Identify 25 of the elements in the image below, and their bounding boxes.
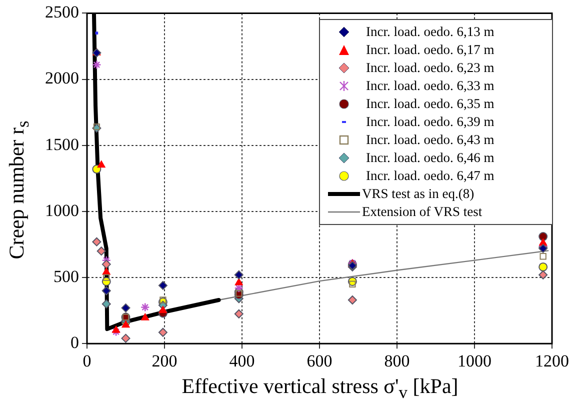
- x-tick-label: 1200: [535, 351, 569, 370]
- y-tick-label: 1500: [45, 134, 79, 154]
- x-tick-label: 0: [82, 351, 92, 370]
- legend-label: Incr. load. oedo. 6,17 m: [366, 41, 494, 59]
- x-tick-label: 1000: [458, 351, 492, 370]
- y-tick-label: 500: [54, 266, 79, 286]
- legend-label: Incr. load. oedo. 6,35 m: [366, 95, 494, 113]
- y-tick-label: 1000: [45, 200, 79, 220]
- legend-label: Incr. load. oedo. 6,39 m: [366, 113, 494, 131]
- legend-label: Extension of VRS test: [362, 203, 482, 221]
- y-tick-label: 0: [70, 333, 79, 352]
- x-tick-label: 200: [152, 351, 178, 370]
- legend-label: Incr. load. oedo. 6,23 m: [366, 59, 494, 77]
- x-tick-label: 600: [306, 351, 332, 370]
- legend-label: Incr. load. oedo. 6,33 m: [366, 77, 494, 95]
- y-tick-label: 2500: [45, 2, 79, 22]
- legend-label: Incr. load. oedo. 6,43 m: [366, 131, 494, 149]
- legend-label: Incr. load. oedo. 6,47 m: [366, 167, 494, 185]
- legend-label: Incr. load. oedo. 6,13 m: [366, 23, 494, 41]
- x-tick-label: 800: [384, 351, 410, 370]
- y-tick-label: 2000: [45, 68, 79, 88]
- x-tick-label: 400: [229, 351, 255, 370]
- legend-label: Incr. load. oedo. 6,46 m: [366, 149, 494, 167]
- x-axis-title: Effective vertical stress σ'$_{v}$ [kPa]: [180, 374, 460, 403]
- legend-label: VRS test as in eq.(8): [362, 185, 474, 203]
